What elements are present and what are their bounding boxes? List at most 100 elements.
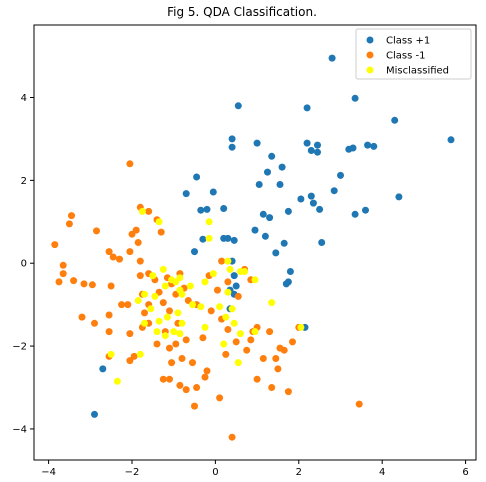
data-point	[172, 340, 180, 348]
data-point	[201, 278, 209, 286]
data-point	[289, 338, 296, 346]
data-point	[189, 301, 196, 309]
data-point	[330, 187, 338, 195]
data-point	[228, 135, 236, 143]
data-point	[259, 355, 267, 362]
data-point	[391, 116, 399, 124]
data-point	[176, 381, 184, 389]
data-point	[230, 272, 238, 280]
legend-marker	[366, 36, 374, 44]
data-point	[128, 230, 136, 238]
data-point	[161, 332, 169, 340]
y-tick-label: −4	[12, 424, 27, 435]
data-point	[224, 257, 232, 265]
data-point	[159, 375, 167, 383]
data-point	[91, 410, 98, 418]
data-point	[268, 299, 276, 307]
x-tick-label: 2	[296, 467, 302, 478]
data-point	[199, 235, 207, 243]
data-point	[241, 268, 249, 275]
data-point	[243, 346, 251, 354]
data-point	[266, 214, 274, 222]
data-point	[178, 355, 186, 362]
data-point	[80, 280, 88, 288]
data-point	[99, 365, 107, 373]
x-tick-label: 4	[379, 467, 385, 478]
data-point	[251, 276, 259, 284]
data-point	[251, 328, 259, 336]
data-point	[272, 249, 280, 257]
data-point	[214, 286, 221, 294]
data-point	[59, 261, 67, 269]
data-point	[268, 384, 276, 391]
data-point	[362, 206, 369, 214]
data-point	[222, 350, 230, 358]
data-point	[159, 299, 167, 307]
chart-title: Fig 5. QDA Classification.	[167, 5, 317, 19]
axis-ticks: −4 −2 0 2 4 6 −4 −2 0 2 4	[12, 93, 469, 478]
data-point	[395, 193, 403, 201]
legend-label: Misclassified	[386, 66, 449, 77]
data-point	[316, 205, 324, 213]
data-point	[170, 328, 178, 336]
data-point	[218, 257, 226, 265]
data-point	[349, 144, 357, 152]
data-point	[272, 355, 280, 362]
data-point	[116, 255, 123, 263]
data-point	[266, 328, 274, 336]
data-point	[134, 297, 142, 304]
data-point	[109, 253, 117, 261]
data-point	[55, 278, 63, 286]
data-point	[176, 274, 184, 282]
data-point	[284, 207, 292, 215]
data-point	[197, 206, 205, 214]
data-point	[274, 365, 282, 373]
data-point	[107, 350, 115, 358]
data-point	[351, 210, 359, 218]
data-point	[207, 307, 215, 315]
data-point	[253, 139, 261, 147]
data-point	[136, 272, 144, 280]
data-point	[155, 317, 163, 325]
data-point	[253, 375, 261, 383]
legend-label: Class +1	[386, 36, 430, 47]
legend-marker	[366, 66, 374, 74]
data-point	[201, 323, 209, 331]
data-point	[230, 319, 238, 327]
data-point	[126, 248, 134, 256]
data-point	[228, 305, 236, 313]
data-point	[168, 359, 176, 367]
data-point	[68, 212, 75, 220]
data-point	[224, 278, 232, 286]
data-point	[126, 330, 134, 338]
data-point	[216, 394, 224, 402]
data-point	[303, 104, 311, 112]
data-point	[220, 340, 228, 348]
data-point	[282, 280, 290, 288]
data-point	[236, 330, 244, 338]
data-point	[176, 330, 184, 338]
data-point	[228, 433, 236, 441]
data-point	[209, 188, 217, 196]
data-point	[113, 377, 121, 385]
data-point	[193, 173, 201, 181]
data-point	[278, 163, 286, 171]
data-point	[182, 336, 190, 344]
data-point	[234, 102, 242, 110]
data-point	[199, 334, 207, 342]
data-point	[337, 171, 344, 179]
data-point	[182, 386, 190, 394]
series-class-1	[91, 54, 455, 418]
data-point	[126, 160, 134, 168]
data-point	[159, 265, 167, 273]
data-point	[197, 303, 205, 311]
legend-box	[355, 28, 472, 80]
data-point	[370, 142, 378, 150]
data-point	[224, 288, 232, 296]
data-point	[205, 234, 213, 242]
data-point	[228, 143, 236, 151]
data-point	[134, 239, 142, 246]
data-point	[141, 290, 148, 298]
data-point	[220, 234, 228, 242]
